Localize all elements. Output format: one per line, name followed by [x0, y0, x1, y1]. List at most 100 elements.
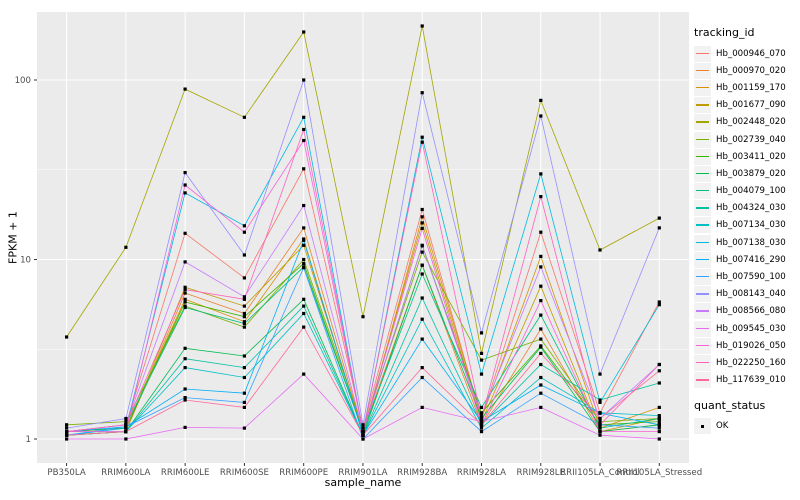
data-point	[242, 375, 246, 380]
legend-key-line	[696, 224, 709, 226]
data-point	[124, 416, 128, 421]
legend-item-label: Hb_007416_290	[716, 254, 786, 265]
legend-item-label: Hb_007138_030	[716, 237, 786, 248]
data-point	[302, 266, 306, 270]
data-point	[124, 425, 128, 429]
legend-item: Hb_009545_030	[694, 320, 798, 337]
data-point	[242, 321, 246, 326]
y-tick-label: 1	[26, 435, 31, 445]
data-point	[539, 114, 543, 118]
data-point	[242, 115, 246, 119]
data-point	[302, 203, 306, 208]
legend-key	[694, 114, 711, 131]
data-point	[183, 357, 187, 361]
legend-item: Hb_002448_020	[694, 114, 798, 131]
legend-key	[694, 183, 711, 200]
data-point	[242, 354, 246, 358]
data-point	[657, 423, 661, 427]
data-point	[420, 263, 424, 267]
x-tick-label: RRII105LA_Control	[560, 468, 640, 478]
legend-item: Hb_007138_030	[694, 234, 798, 251]
legend-item-label: Hb_000970_020	[716, 65, 786, 76]
data-point	[183, 183, 187, 187]
data-point	[479, 414, 484, 418]
legend-key	[694, 337, 711, 354]
legend-key-line	[696, 258, 709, 261]
y-tick-label: 10	[20, 256, 31, 266]
data-point	[242, 304, 246, 308]
data-point	[539, 405, 543, 409]
legend-key	[694, 131, 711, 148]
legend-item-quant: OK	[694, 418, 798, 435]
data-point	[183, 191, 187, 195]
data-point	[183, 291, 187, 295]
data-point	[302, 311, 306, 316]
data-point	[361, 437, 365, 441]
data-point	[183, 300, 187, 304]
x-tick-label: RRII105LA_Stressed	[616, 468, 702, 478]
data-point	[420, 207, 424, 212]
data-point	[242, 391, 246, 395]
legend-key	[694, 217, 711, 234]
data-point	[420, 215, 424, 219]
data-point	[302, 261, 306, 266]
legend-key-line	[696, 379, 709, 381]
data-point	[539, 230, 543, 234]
legend-key	[694, 303, 711, 320]
data-point	[124, 420, 128, 424]
data-point	[302, 257, 306, 262]
legend-key	[694, 148, 711, 165]
data-point	[657, 226, 661, 230]
legend-title-quant-status: quant_status	[694, 398, 766, 412]
data-point	[242, 253, 246, 257]
data-point	[183, 305, 187, 310]
data-point	[242, 297, 246, 301]
x-tick-label: RRIM928LE	[517, 468, 566, 478]
legend-item-label: Hb_001677_090	[716, 100, 786, 111]
data-point	[598, 248, 602, 252]
data-point	[65, 430, 69, 434]
data-point	[183, 171, 187, 175]
x-tick-label: RRIM901LA	[338, 468, 387, 478]
data-point	[242, 366, 246, 370]
legend-key-line	[696, 241, 709, 244]
data-point	[302, 127, 306, 132]
legend-item: Hb_008143_040	[694, 286, 798, 303]
legend-item: Hb_001159_170	[694, 79, 798, 96]
legend-key-line	[696, 276, 709, 278]
data-point	[183, 396, 187, 400]
data-point	[242, 315, 246, 319]
legend-item-label: Hb_002739_040	[716, 134, 786, 145]
legend-key-line	[696, 172, 709, 175]
data-point	[539, 337, 543, 341]
data-point	[183, 425, 187, 429]
legend-item: Hb_003879_020	[694, 165, 798, 182]
legend-item-label: Hb_007134_030	[716, 220, 786, 231]
data-point	[183, 346, 187, 350]
legend-item: Hb_003411_020	[694, 148, 798, 165]
data-point	[124, 423, 128, 427]
legend-item-label: Hb_002448_020	[716, 117, 786, 128]
legend-item: Hb_000970_020	[694, 62, 798, 79]
y-tick-label: 100	[15, 76, 31, 86]
data-point	[657, 300, 661, 304]
data-point	[539, 172, 543, 176]
data-point	[183, 285, 187, 289]
legend-item-label: Hb_022250_160	[716, 357, 786, 368]
data-point	[183, 260, 187, 264]
legend-key-line	[696, 207, 709, 209]
data-point	[657, 303, 661, 307]
legend-key-line	[696, 344, 709, 347]
legend-item: Hb_007416_290	[694, 251, 798, 268]
data-point	[302, 325, 306, 329]
data-point	[539, 284, 543, 288]
data-point	[183, 387, 187, 391]
legend-key-line	[696, 121, 709, 123]
data-point	[598, 426, 602, 430]
legend-item-label: OK	[716, 421, 729, 432]
data-point	[539, 383, 543, 387]
legend-key-line	[696, 310, 709, 312]
data-point	[539, 362, 543, 367]
data-point	[539, 98, 543, 102]
